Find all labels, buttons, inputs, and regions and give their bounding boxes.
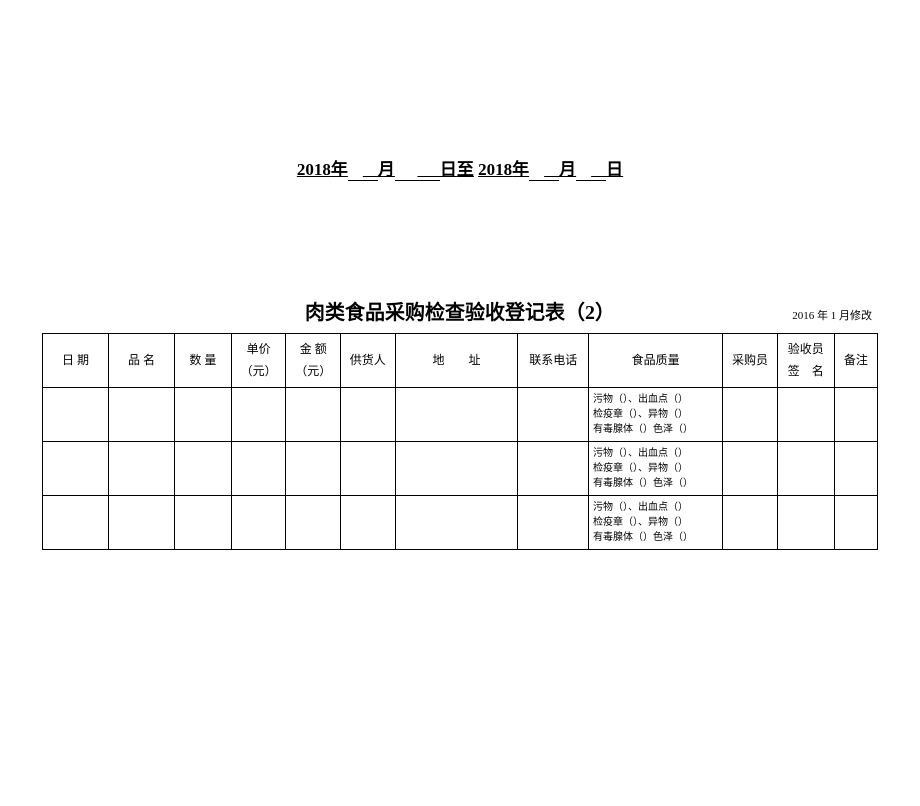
table-cell (834, 496, 877, 550)
table-cell (834, 388, 877, 442)
table-cell (723, 442, 778, 496)
table-cell (395, 388, 518, 442)
table-cell (286, 496, 341, 550)
table-cell (777, 388, 834, 442)
table-cell (43, 442, 109, 496)
col-name: 品 名 (108, 334, 174, 388)
header-row: 日 期 品 名 数 量 单价 （元） 金 额 （元） 供货人 地 址 联系电话 … (43, 334, 878, 388)
table-cell (341, 496, 396, 550)
table-cell (777, 442, 834, 496)
day-2-blank (576, 155, 606, 181)
quality-cell: 污物（）、出血点（）检疫章（）、异物（）有毒腺体（）色泽（） (588, 496, 722, 550)
table-container: 日 期 品 名 数 量 单价 （元） 金 额 （元） 供货人 地 址 联系电话 … (0, 333, 920, 550)
table-cell (231, 496, 286, 550)
table-cell (231, 388, 286, 442)
table-cell (174, 442, 231, 496)
table-row: 污物（）、出血点（）检疫章（）、异物（）有毒腺体（）色泽（） (43, 388, 878, 442)
col-remark: 备注 (834, 334, 877, 388)
table-cell (43, 388, 109, 442)
document-title: 肉类食品采购检查验收登记表（2） (305, 296, 615, 325)
table-cell (286, 442, 341, 496)
col-purchaser: 采购员 (723, 334, 778, 388)
table-cell (43, 496, 109, 550)
table-cell (108, 388, 174, 442)
col-quality: 食品质量 (588, 334, 722, 388)
table-row: 污物（）、出血点（）检疫章（）、异物（）有毒腺体（）色泽（） (43, 442, 878, 496)
table-cell (723, 388, 778, 442)
col-inspector: 验收员 签 名 (777, 334, 834, 388)
table-cell (174, 496, 231, 550)
month-2-blank (529, 155, 559, 181)
col-price: 单价 （元） (231, 334, 286, 388)
table-cell (723, 496, 778, 550)
date-range-text: 2018年 月 日至 2018年 月 日 (0, 155, 920, 181)
day-1-blank (395, 155, 440, 181)
col-qty: 数 量 (174, 334, 231, 388)
quality-cell: 污物（）、出血点（）检疫章（）、异物（）有毒腺体（）色泽（） (588, 442, 722, 496)
quality-cell: 污物（）、出血点（）检疫章（）、异物（）有毒腺体（）色泽（） (588, 388, 722, 442)
table-cell (108, 442, 174, 496)
table-cell (395, 496, 518, 550)
table-cell (518, 388, 589, 442)
col-address: 地 址 (395, 334, 518, 388)
col-amount: 金 额 （元） (286, 334, 341, 388)
table-cell (341, 388, 396, 442)
col-supplier: 供货人 (341, 334, 396, 388)
title-row: 肉类食品采购检查验收登记表（2） 2016 年 1 月修改 (0, 296, 920, 325)
col-phone: 联系电话 (518, 334, 589, 388)
year-2: 2018 (478, 160, 512, 179)
table-cell (174, 388, 231, 442)
table-cell (341, 442, 396, 496)
table-cell (518, 442, 589, 496)
table-cell (518, 496, 589, 550)
table-cell (777, 496, 834, 550)
col-date: 日 期 (43, 334, 109, 388)
table-row: 污物（）、出血点（）检疫章（）、异物（）有毒腺体（）色泽（） (43, 496, 878, 550)
table-cell (108, 496, 174, 550)
table-cell (286, 388, 341, 442)
revision-note: 2016 年 1 月修改 (792, 307, 872, 323)
table-cell (231, 442, 286, 496)
month-1-blank (348, 155, 378, 181)
year-1: 2018 (297, 160, 331, 179)
table-cell (395, 442, 518, 496)
table-cell (834, 442, 877, 496)
inspection-table: 日 期 品 名 数 量 单价 （元） 金 额 （元） 供货人 地 址 联系电话 … (42, 333, 878, 550)
